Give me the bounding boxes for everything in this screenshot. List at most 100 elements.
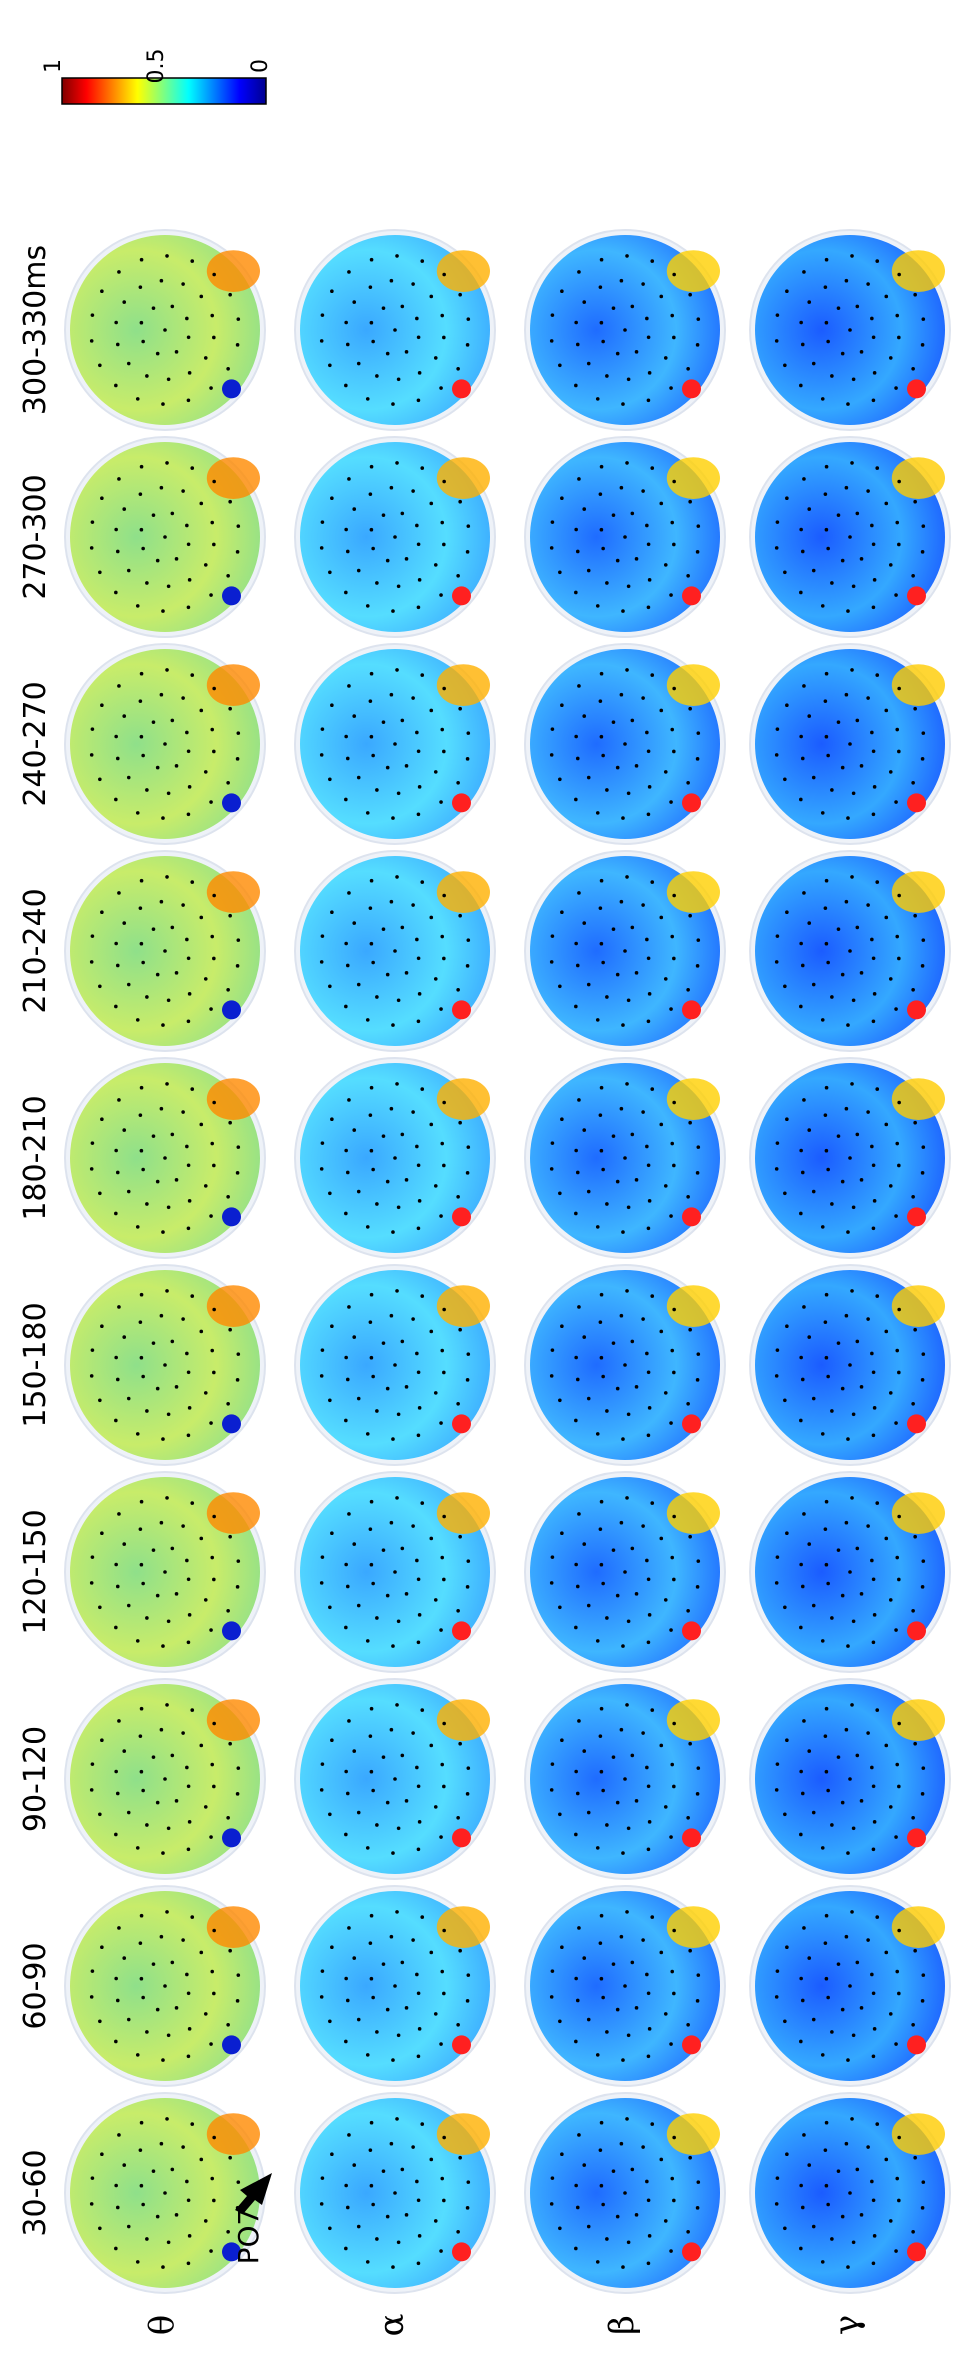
electrode-dot bbox=[799, 383, 803, 388]
topomap-theta-30-60 bbox=[64, 2092, 266, 2294]
electrode-dot bbox=[170, 511, 175, 516]
electrode-dot bbox=[646, 749, 651, 754]
electrode-dot bbox=[647, 1406, 652, 1410]
electrode-dot bbox=[574, 1976, 578, 1981]
electrode-dot bbox=[433, 1805, 438, 1809]
electrode-dot bbox=[824, 1085, 829, 1090]
electrode-dot bbox=[595, 1225, 600, 1229]
electrode-dot bbox=[672, 893, 676, 898]
electrode-dot bbox=[352, 507, 357, 511]
electrode-dot bbox=[840, 1386, 845, 1391]
electrode-dot bbox=[404, 2006, 409, 2010]
electrode-dot bbox=[575, 342, 580, 347]
colorbar: 1 0.5 0 bbox=[41, 49, 273, 105]
electrode-dot bbox=[897, 2135, 901, 2140]
electrode-dot bbox=[560, 1738, 564, 1743]
electrode-dot bbox=[895, 313, 900, 318]
electrode-dot bbox=[391, 402, 395, 406]
hot-region bbox=[666, 871, 721, 913]
electrode-dot bbox=[611, 720, 616, 724]
electrode-dot bbox=[458, 1534, 462, 1539]
electrode-dot bbox=[621, 1851, 625, 1855]
electrode-dot bbox=[670, 1348, 675, 1353]
electrode-dot bbox=[688, 1327, 692, 1332]
electrode-dot bbox=[824, 1499, 829, 1504]
electrode-dot bbox=[209, 800, 213, 804]
electrode-dot bbox=[601, 1374, 605, 1379]
electrode-dot bbox=[670, 1555, 675, 1560]
electrode-dot bbox=[429, 1536, 434, 1541]
electrode-dot bbox=[811, 1189, 816, 1194]
electrode-dot bbox=[582, 1956, 587, 1960]
electrode-dot bbox=[621, 2265, 625, 2269]
electrode-dot bbox=[209, 1007, 213, 1011]
time-window-label: 60-90 bbox=[18, 1942, 53, 2029]
po7-spot bbox=[907, 379, 926, 399]
electrode-dot bbox=[844, 1934, 849, 1939]
electrode-dot bbox=[611, 1548, 616, 1552]
electrode-dot bbox=[866, 2145, 870, 2149]
electrode-dot bbox=[802, 684, 806, 688]
topomap-beta-270-300 bbox=[524, 436, 726, 638]
electrode-dot bbox=[599, 2120, 604, 2125]
electrode-dot bbox=[391, 2058, 395, 2062]
electrode-dot bbox=[601, 1788, 605, 1793]
po7-spot bbox=[452, 1621, 471, 1641]
electrode-dot bbox=[212, 1370, 216, 1375]
electrode-dot bbox=[670, 313, 675, 318]
electrode-dot bbox=[369, 464, 374, 469]
electrode-dot bbox=[575, 549, 580, 554]
electrode-dot bbox=[203, 563, 208, 567]
electrode-dot bbox=[186, 335, 191, 340]
electrode-dot bbox=[920, 1999, 925, 2003]
electrode-dot bbox=[161, 402, 165, 406]
electrode-dot bbox=[695, 964, 700, 968]
electrode-dot bbox=[598, 285, 603, 289]
electrode-dot bbox=[210, 520, 215, 525]
electrode-dot bbox=[625, 254, 629, 258]
electrode-dot bbox=[203, 1805, 208, 1809]
electrode-dot bbox=[599, 1499, 604, 1504]
electrode-dot bbox=[871, 335, 876, 340]
electrode-dot bbox=[611, 927, 616, 931]
electrode-dot bbox=[122, 300, 127, 304]
electrode-dot bbox=[599, 2183, 604, 2188]
electrode-dot bbox=[429, 501, 434, 506]
electrode-dot bbox=[695, 1999, 700, 2003]
electrode-dot bbox=[844, 899, 849, 904]
electrode-dot bbox=[155, 351, 160, 356]
electrode-dot bbox=[625, 1703, 629, 1707]
electrode-dot bbox=[670, 1141, 675, 1146]
electrode-dot bbox=[347, 1305, 351, 1309]
electrode-dot bbox=[442, 1514, 446, 1519]
electrode-dot bbox=[669, 386, 673, 390]
electrode-dot bbox=[415, 316, 419, 321]
electrode-dot bbox=[836, 1134, 841, 1138]
electrode-dot bbox=[611, 2169, 616, 2173]
electrode-dot bbox=[897, 956, 901, 961]
po7-spot bbox=[907, 1207, 926, 1227]
electrode-dot bbox=[385, 1179, 390, 1184]
electrode-dot bbox=[626, 791, 631, 796]
electrode-dot bbox=[186, 749, 191, 754]
electrode-dot bbox=[866, 1524, 870, 1528]
electrode-dot bbox=[799, 1976, 803, 1981]
electrode-dot bbox=[186, 542, 191, 547]
electrode-dot bbox=[465, 550, 470, 554]
electrode-dot bbox=[897, 1163, 901, 1168]
po7-spot bbox=[222, 1414, 241, 1434]
electrode-dot bbox=[621, 1644, 625, 1648]
topomap-beta-300-330ms bbox=[524, 229, 726, 431]
electrode-dot bbox=[166, 791, 171, 796]
electrode-dot bbox=[236, 524, 241, 528]
electrode-dot bbox=[114, 734, 118, 739]
electrode-dot bbox=[126, 2017, 131, 2022]
electrode-dot bbox=[344, 1625, 348, 1630]
electrode-dot bbox=[574, 941, 578, 946]
electrode-dot bbox=[328, 1605, 332, 1610]
electrode-dot bbox=[650, 673, 655, 677]
electrode-dot bbox=[888, 356, 893, 360]
electrode-dot bbox=[166, 2033, 171, 2038]
electrode-dot bbox=[139, 1976, 144, 1981]
electrode-dot bbox=[574, 383, 578, 388]
